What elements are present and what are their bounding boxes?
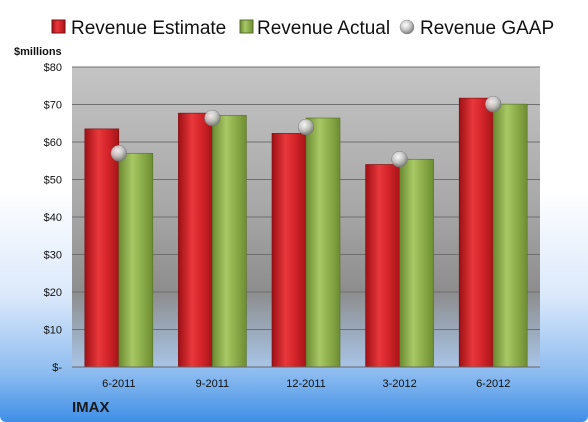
bar-revenue-actual-12-2011 <box>305 117 341 368</box>
y-tick-label: $60 <box>44 137 62 149</box>
bars <box>84 97 528 368</box>
marker-revenue-gaap-3-2012 <box>391 151 408 168</box>
x-tick-label: 12-2011 <box>286 378 326 390</box>
legend-label-revenue-estimate: Revenue Estimate <box>71 18 226 39</box>
y-tick-label: $50 <box>44 175 62 187</box>
y-tick-label: $30 <box>44 250 62 262</box>
marker-revenue-gaap-9-2011 <box>204 109 221 127</box>
bar-revenue-actual-6-2011 <box>118 152 154 368</box>
marker-revenue-gaap-6-2012 <box>484 95 502 113</box>
legend-label-revenue-actual: Revenue Actual <box>257 18 390 39</box>
marker-revenue-gaap-12-2011 <box>297 118 315 136</box>
marker-revenue-gaap-6-2011 <box>110 145 128 162</box>
legend-label-revenue-gaap: Revenue GAAP <box>420 18 554 39</box>
bar-revenue-actual-6-2012 <box>492 103 528 368</box>
y-tick-label: $- <box>52 362 62 374</box>
y-tick-label: $20 <box>44 287 62 299</box>
legend-swatch-revenue-estimate <box>51 19 66 34</box>
bar-revenue-estimate-3-2012 <box>365 164 400 368</box>
bar-revenue-estimate-9-2011 <box>178 112 213 368</box>
legend-swatch-revenue-gaap <box>399 19 415 35</box>
bar-revenue-estimate-12-2011 <box>271 133 307 368</box>
company-label: IMAX <box>72 399 110 416</box>
legend-swatch-revenue-actual <box>239 19 254 34</box>
gaap-markers <box>110 95 502 168</box>
y-tick-label: $40 <box>44 212 62 224</box>
y-tick-label: $80 <box>44 62 62 74</box>
bar-revenue-estimate-6-2011 <box>84 128 120 368</box>
x-tick-label: 3-2012 <box>382 378 416 390</box>
bar-revenue-actual-9-2011 <box>212 115 247 368</box>
bar-revenue-actual-3-2012 <box>399 158 434 368</box>
y-axis-ticks: $- $10 $20 $30 $40 $50 $60 $70 $80 <box>44 62 63 374</box>
x-tick-label: 6-2011 <box>102 378 135 390</box>
x-tick-label: 6-2012 <box>476 378 510 390</box>
y-tick-label: $10 <box>44 325 62 337</box>
x-axis-ticks: 6-2011 9-2011 12-2011 3-2012 6-2012 <box>102 378 510 390</box>
y-axis-unit-label: $millions <box>14 46 62 58</box>
legend: Revenue Estimate Revenue Actual Revenue … <box>51 18 554 39</box>
y-tick-label: $70 <box>44 100 62 112</box>
bar-revenue-estimate-6-2012 <box>458 97 494 368</box>
x-tick-label: 9-2011 <box>196 378 229 390</box>
